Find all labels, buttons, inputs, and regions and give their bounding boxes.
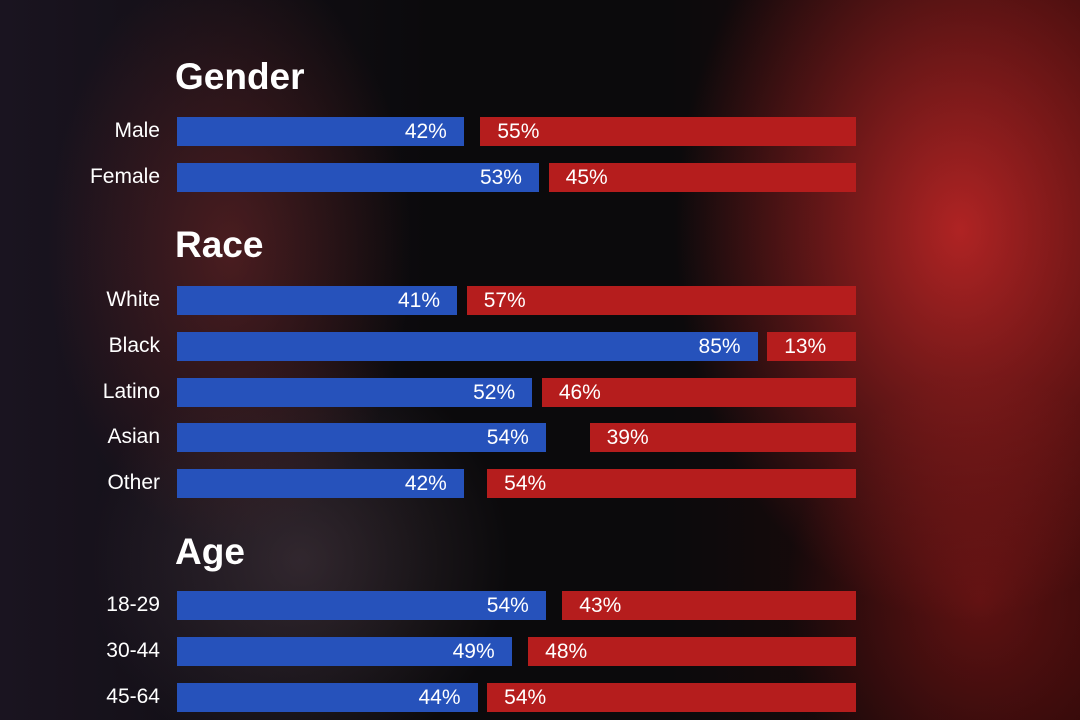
- red-bar: 57%: [466, 286, 856, 315]
- blue-bar: 49%: [177, 636, 512, 666]
- red-bar: 43%: [562, 591, 856, 620]
- blue-bar: 42%: [177, 469, 464, 499]
- blue-bar: 85%: [177, 331, 758, 361]
- category-label: 45-64: [106, 684, 160, 708]
- red-bar: 39%: [589, 423, 856, 453]
- group-title: Age: [175, 531, 245, 572]
- red-bar: 46%: [541, 377, 856, 407]
- category-label: Black: [108, 333, 160, 357]
- red-bar: 45%: [548, 162, 856, 192]
- category-label: Latino: [102, 379, 160, 403]
- group-title: Race: [175, 224, 264, 265]
- blue-bar: 54%: [177, 591, 546, 620]
- red-bar: 55%: [480, 117, 856, 146]
- blue-bar: 44%: [177, 682, 478, 712]
- category-label: 18-29: [106, 593, 160, 616]
- red-bar: 48%: [528, 636, 856, 666]
- category-label: Asian: [107, 425, 160, 449]
- category-label: 30-44: [106, 638, 160, 662]
- category-label: White: [106, 288, 160, 311]
- blue-bar: 53%: [177, 162, 539, 192]
- blue-bar: 42%: [177, 117, 464, 146]
- group-title: Gender: [175, 56, 305, 97]
- red-bar: 54%: [487, 682, 856, 712]
- blue-bar: 41%: [177, 286, 458, 315]
- blue-bar: 54%: [177, 423, 546, 453]
- category-label: Female: [89, 164, 160, 188]
- red-bar: 54%: [487, 469, 856, 499]
- category-label: Male: [114, 119, 160, 142]
- red-bar: 13%: [767, 331, 856, 361]
- blue-bar: 52%: [177, 377, 533, 407]
- category-label: Other: [107, 471, 160, 495]
